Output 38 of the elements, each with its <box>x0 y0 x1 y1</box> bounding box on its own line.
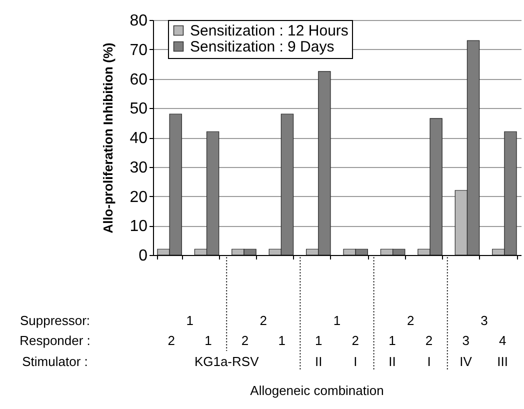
text: 2 <box>241 333 249 348</box>
text: 1 <box>388 333 396 348</box>
text: 3 <box>480 313 488 328</box>
text: 2 <box>425 333 433 348</box>
y-tick-label: 70 <box>130 42 148 59</box>
text: 1 <box>278 333 286 348</box>
text: Responder : <box>20 333 90 348</box>
text: II <box>314 354 322 369</box>
text: 2 <box>406 313 414 328</box>
y-tick-label: 80 <box>130 12 148 30</box>
y-tick-label: 10 <box>130 218 148 236</box>
y-tick-label: 40 <box>130 130 148 147</box>
text: III <box>497 354 508 369</box>
text: 3 <box>462 333 470 348</box>
text: Stimulator : <box>22 354 88 369</box>
text: 2 <box>168 333 176 348</box>
y-tick-label: 0 <box>138 248 148 264</box>
text: 4 <box>498 333 506 348</box>
text: Allogeneic combination <box>250 383 384 398</box>
y-axis-title: Allo-proliferation Inhibition (%) <box>100 42 116 234</box>
legend-label: Sensitization : 9 Days <box>190 38 334 56</box>
text: 1 <box>186 313 194 328</box>
text: 1 <box>204 333 212 348</box>
text: 1 <box>333 313 341 328</box>
text: 2 <box>260 313 268 328</box>
legend-label: Sensitization : 12 Hours <box>190 22 348 40</box>
y-tick-label: 30 <box>130 159 148 176</box>
text: Suppressor: <box>20 313 90 328</box>
text: I <box>427 354 431 369</box>
text: KG1a-RSV <box>194 354 260 369</box>
text: IV <box>460 354 472 369</box>
text: 1 <box>314 333 322 348</box>
text: 2 <box>352 333 360 348</box>
text: I <box>354 354 358 369</box>
y-tick-label: 60 <box>130 71 148 88</box>
text: II <box>388 354 396 369</box>
y-tick-label: 50 <box>130 100 148 118</box>
y-tick-label: 20 <box>130 188 148 206</box>
